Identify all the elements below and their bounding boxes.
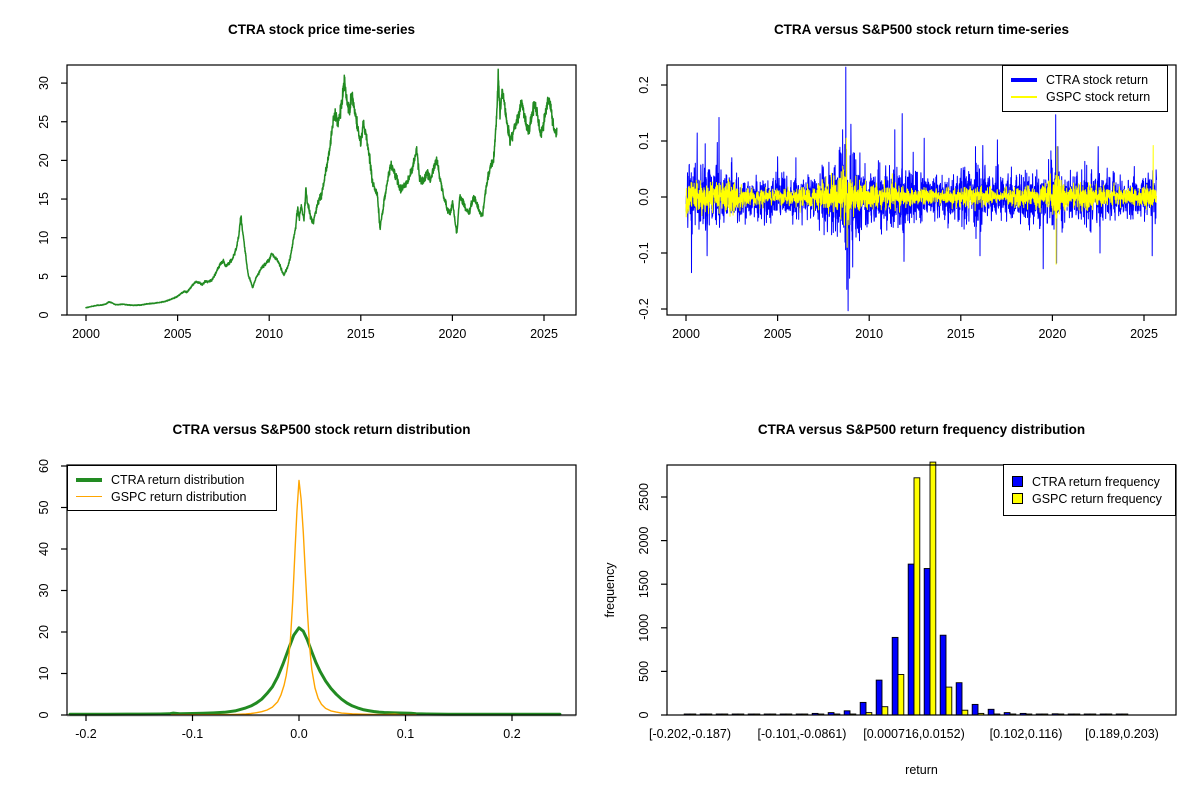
ctra-frequency-box-swatch — [1012, 476, 1023, 487]
svg-text:0.0: 0.0 — [290, 727, 307, 741]
svg-text:return: return — [905, 763, 938, 777]
ctra-return-line-swatch — [1011, 78, 1037, 82]
legend-item-gspc-return: GSPC stock return — [1011, 89, 1159, 106]
legend-label: GSPC return frequency — [1032, 491, 1162, 506]
svg-text:[0.189,0.203): [0.189,0.203) — [1085, 727, 1159, 741]
svg-text:40: 40 — [37, 542, 51, 556]
returns-legend: CTRA stock return GSPC stock return — [1002, 65, 1168, 112]
svg-text:20: 20 — [37, 153, 51, 167]
svg-text:0.0: 0.0 — [637, 188, 651, 205]
svg-text:2020: 2020 — [1038, 327, 1066, 341]
legend-label: GSPC stock return — [1046, 90, 1151, 104]
legend-item-gspc-frequency: GSPC return frequency — [1012, 490, 1167, 507]
histogram-plot-canvas: 0 500 1000 1500 2000 2500 [-0.202,-0.187) [-0.1… — [603, 461, 1177, 777]
svg-text:0.2: 0.2 — [503, 727, 520, 741]
legend-label: CTRA return distribution — [111, 472, 245, 487]
svg-text:2020: 2020 — [438, 327, 466, 341]
svg-text:-0.1: -0.1 — [182, 727, 204, 741]
svg-text:-0.1: -0.1 — [637, 242, 651, 264]
svg-text:2005: 2005 — [764, 327, 792, 341]
gspc-frequency-box-swatch — [1012, 493, 1023, 504]
svg-text:0.2: 0.2 — [637, 76, 651, 93]
svg-text:2015: 2015 — [947, 327, 975, 341]
svg-text:0: 0 — [37, 311, 51, 318]
svg-text:0.1: 0.1 — [637, 132, 651, 149]
svg-text:1000: 1000 — [637, 614, 651, 642]
svg-text:30: 30 — [37, 76, 51, 90]
svg-text:50: 50 — [37, 501, 51, 515]
svg-text:2000: 2000 — [637, 527, 651, 555]
ctra-density-line-swatch — [76, 477, 102, 482]
price-title: CTRA stock price time-series — [227, 22, 416, 37]
price-panel: CTRA stock price time-series 2000 2005 201… — [0, 0, 600, 400]
returns-panel: CTRA versus S&P500 stock return time-ser… — [600, 0, 1200, 400]
svg-text:-0.2: -0.2 — [637, 298, 651, 320]
gspc-return-line-swatch — [1011, 96, 1037, 98]
svg-text:20: 20 — [37, 625, 51, 639]
svg-text:2015: 2015 — [347, 327, 375, 341]
svg-text:10: 10 — [37, 667, 51, 681]
svg-text:[0.102,0.116): [0.102,0.116) — [990, 727, 1063, 741]
returns-title: CTRA versus S&P500 stock return time-ser… — [773, 22, 1070, 37]
density-legend: CTRA return distribution GSPC return dis… — [67, 465, 277, 511]
svg-text:2025: 2025 — [530, 327, 558, 341]
svg-text:10: 10 — [37, 231, 51, 245]
svg-text:2005: 2005 — [164, 327, 192, 341]
svg-text:15: 15 — [37, 192, 51, 206]
svg-text:frequency: frequency — [603, 562, 617, 618]
svg-text:5: 5 — [37, 273, 51, 280]
svg-text:2500: 2500 — [637, 483, 651, 511]
histogram-panel: CTRA versus S&P500 return frequency dist… — [600, 400, 1200, 800]
legend-item-ctra-density: CTRA return distribution — [76, 471, 268, 488]
density-plot-canvas: -0.2 -0.1 0.0 0.1 0.2 0 10 20 30 40 50 60 — [37, 459, 577, 741]
returns-plot-canvas: 2000 2005 2010 2015 2020 2025 -0.2 -0.1 0.0 0.1 0.… — [637, 64, 1177, 341]
svg-text:[0.000716,0.0152): [0.000716,0.0152) — [863, 727, 964, 741]
histogram-legend: CTRA return frequency GSPC return freque… — [1003, 464, 1176, 516]
svg-text:2025: 2025 — [1130, 327, 1158, 341]
svg-text:0: 0 — [37, 711, 51, 718]
svg-text:[-0.202,-0.187): [-0.202,-0.187) — [649, 727, 731, 741]
legend-item-ctra-frequency: CTRA return frequency — [1012, 473, 1167, 490]
svg-text:0: 0 — [637, 711, 651, 718]
density-panel: CTRA versus S&P500 stock return distribu… — [0, 400, 600, 800]
gspc-density-line-swatch — [76, 495, 102, 498]
legend-item-gspc-density: GSPC return distribution — [76, 488, 268, 505]
svg-text:-0.2: -0.2 — [75, 727, 97, 741]
svg-text:[-0.101,-0.0861): [-0.101,-0.0861) — [758, 727, 847, 741]
svg-text:2010: 2010 — [255, 327, 283, 341]
svg-text:500: 500 — [637, 661, 651, 682]
legend-label: GSPC return distribution — [111, 489, 247, 504]
svg-text:25: 25 — [37, 115, 51, 129]
legend-item-ctra-return: CTRA stock return — [1011, 72, 1159, 89]
svg-text:2000: 2000 — [672, 327, 700, 341]
legend-label: CTRA return frequency — [1032, 474, 1160, 489]
svg-text:60: 60 — [37, 459, 51, 473]
svg-text:1500: 1500 — [637, 570, 651, 598]
svg-text:30: 30 — [37, 584, 51, 598]
svg-text:0.1: 0.1 — [397, 727, 414, 741]
histogram-title: CTRA versus S&P500 return frequency dist… — [757, 422, 1086, 437]
legend-label: CTRA stock return — [1046, 73, 1149, 87]
svg-text:2010: 2010 — [855, 327, 883, 341]
density-title: CTRA versus S&P500 stock return distribu… — [172, 422, 471, 437]
svg-text:2000: 2000 — [72, 327, 100, 341]
